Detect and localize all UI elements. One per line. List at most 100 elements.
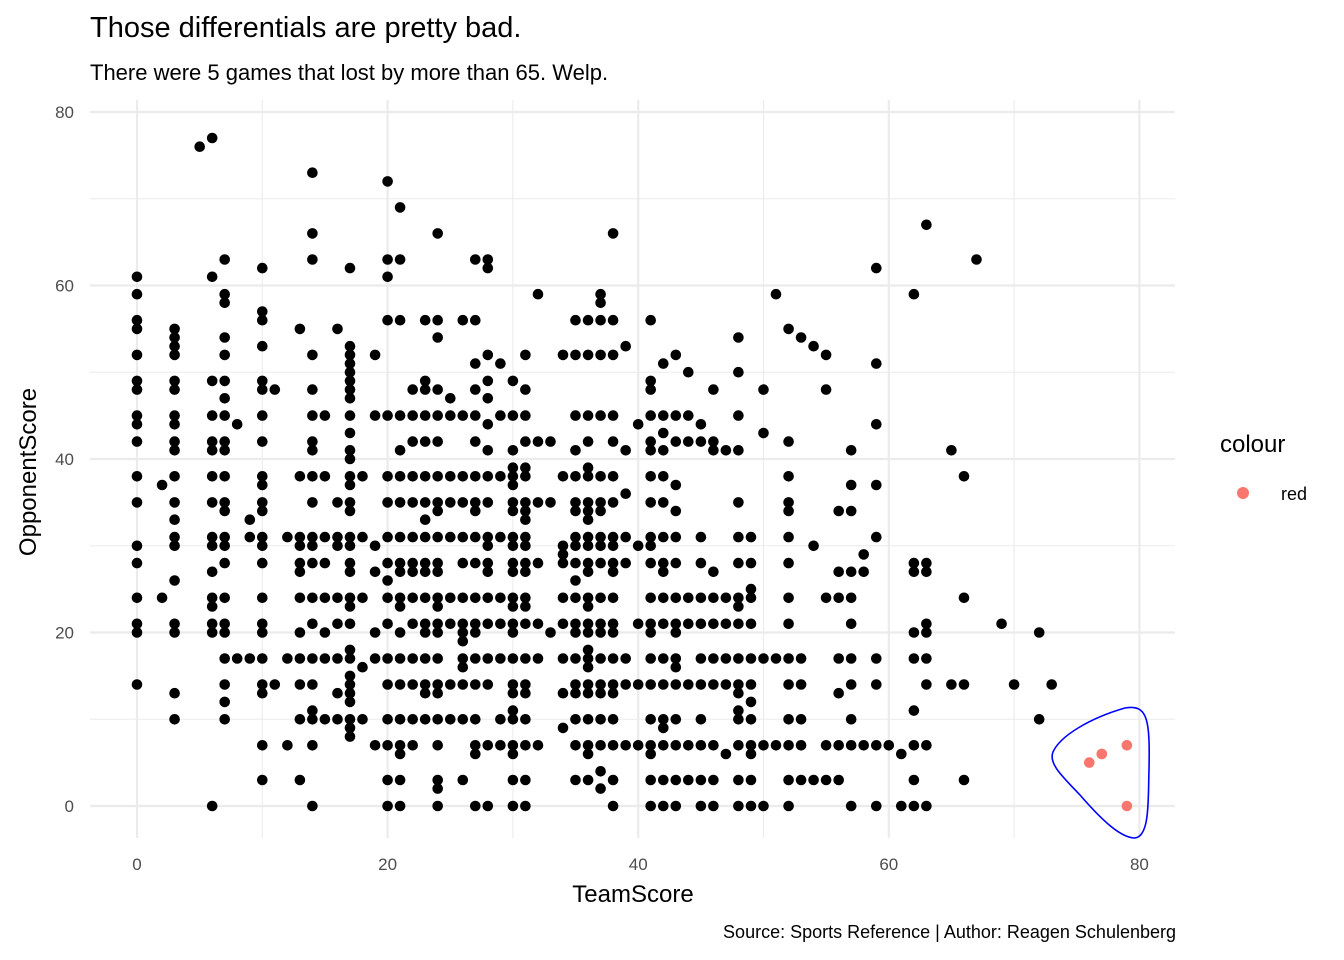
data-point [620,445,631,456]
data-point [394,557,406,569]
data-point [419,410,431,421]
axes: 0 20 40 60 80 0 20 40 60 80 [55,103,1149,874]
data-point [645,314,656,326]
data-point [257,618,268,630]
data-point [733,653,744,664]
data-point [419,531,431,543]
data-point [156,592,168,604]
chart-caption: Source: Sports Reference | Author: Reage… [723,922,1176,942]
data-point [921,618,932,630]
data-point [332,323,343,335]
data-point [683,679,694,690]
data-point [570,314,581,326]
data-point [570,410,581,421]
y-tick-label: 40 [55,450,74,469]
data-point [520,436,531,447]
data-point [344,410,356,421]
data-point [169,575,180,586]
chart-subtitle: There were 5 games that lost by more tha… [90,60,609,85]
data-point [169,714,180,725]
data-point [532,436,544,447]
data-point [169,627,180,638]
data-point [745,618,757,630]
data-point [607,349,619,361]
data-point [307,167,318,178]
data-point [257,687,268,699]
data-point [432,679,444,690]
data-point [344,427,356,439]
data-point [582,436,594,447]
data-point [520,687,531,699]
data-point [244,514,256,525]
data-point [795,714,807,725]
data-point [871,419,882,430]
data-point [445,592,456,604]
data-point [131,540,143,552]
highlight-outline [1051,706,1150,839]
data-point [520,384,531,395]
data-point [595,540,606,552]
data-point [369,653,381,664]
data-point [532,618,544,630]
annotation [1051,706,1150,839]
data-point [131,349,143,361]
data-point [294,557,306,569]
data-point [595,740,606,751]
data-point [733,557,744,569]
data-point [257,384,268,395]
data-point [607,679,619,690]
data-point [908,705,920,716]
data-point [658,531,669,543]
data-point [319,557,331,569]
data-point [307,800,318,812]
data-point [670,740,682,751]
data-point [357,471,368,482]
data-point [219,349,230,361]
data-point [708,592,719,604]
data-point [733,740,744,751]
data-point [845,618,857,630]
data-point [382,714,393,725]
data-point [658,740,669,751]
data-point [645,618,656,630]
data-point [457,714,469,725]
data-point [344,393,356,404]
data-point [733,714,744,725]
data-point [507,748,519,760]
data-point [733,705,744,716]
data-point [419,375,431,387]
data-point [570,540,581,552]
data-point [257,540,268,552]
data-point [758,740,769,751]
data-point [445,618,456,630]
data-point [432,592,444,604]
data-point [457,557,469,569]
data-point [820,384,832,395]
data-point [607,687,619,699]
data-point [507,800,519,812]
data-point [169,436,180,447]
data-point [482,262,494,274]
data-point [1046,679,1057,690]
data-point [607,800,619,812]
data-point [871,800,882,812]
data-point [470,679,481,690]
data-point [845,714,857,725]
data-point [921,653,932,664]
data-point [382,618,393,630]
data-point [683,410,694,421]
data-point [733,592,744,604]
data-point [382,254,393,265]
data-point [908,774,920,786]
data-point [520,653,531,664]
data-point [658,592,669,604]
data-point [645,436,656,447]
data-point [908,740,920,751]
data-point [307,228,318,239]
data-point [520,800,531,812]
data-point [582,644,594,656]
data-point [708,436,719,447]
data-point [394,254,406,265]
data-point [394,800,406,812]
y-tick-label: 0 [65,797,74,816]
